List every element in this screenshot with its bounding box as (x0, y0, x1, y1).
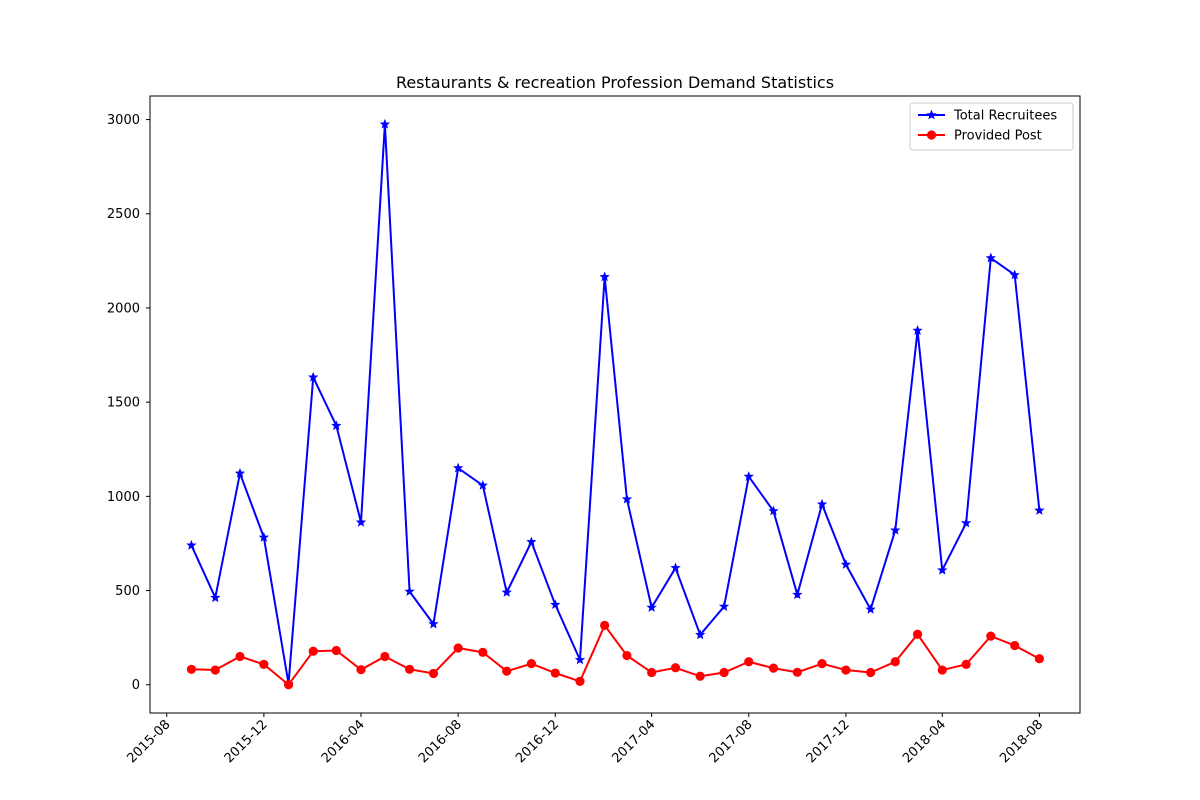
data-point-circle (841, 665, 851, 675)
data-point-star (477, 480, 488, 490)
y-tick-label: 1000 (107, 490, 140, 505)
data-point-circle (283, 680, 294, 690)
data-point-circle (647, 667, 657, 678)
plot-area (186, 118, 1045, 690)
data-point-circle (670, 663, 681, 673)
data-point-star (718, 601, 730, 611)
data-point-circle (453, 643, 463, 653)
data-point-circle (792, 667, 802, 677)
series-line (190, 124, 1041, 684)
data-point-circle (719, 667, 729, 678)
data-point-circle (768, 663, 779, 673)
data-point-star (550, 599, 561, 610)
data-point-star (792, 589, 803, 600)
axes-frame (149, 95, 1081, 714)
data-point-star (599, 271, 610, 282)
data-point-star (404, 586, 415, 596)
data-point-star (912, 325, 923, 335)
data-point-circle (404, 664, 415, 674)
data-point-star (937, 564, 948, 575)
data-point-circle (526, 659, 536, 669)
data-point-star (621, 493, 633, 504)
data-point-circle (331, 645, 341, 656)
data-point-star (865, 603, 876, 614)
data-point-circle (210, 665, 220, 675)
data-point-circle (502, 666, 512, 676)
data-point-star (526, 536, 537, 547)
data-point-star (428, 618, 439, 629)
data-point-circle (1010, 640, 1020, 651)
series-total-recruitees (186, 118, 1045, 689)
data-point-circle (380, 651, 390, 662)
series-provided-post (186, 620, 1044, 690)
legend-star-icon (926, 109, 937, 120)
data-point-circle (1034, 654, 1044, 664)
data-point-star (743, 471, 754, 481)
data-point-star (452, 462, 464, 473)
data-point-circle (986, 631, 996, 641)
data-point-star (258, 531, 270, 542)
data-point-star (816, 498, 828, 509)
data-point-star (210, 592, 221, 603)
y-tick-label: 3000 (107, 113, 140, 128)
data-point-star (308, 371, 319, 382)
y-tick-label: 2500 (107, 207, 140, 222)
data-point-star (501, 587, 512, 597)
data-point-star (1009, 269, 1020, 280)
legend-box (909, 102, 1074, 151)
data-point-circle (817, 659, 827, 669)
legend-label: Total Recruitees (953, 109, 1057, 124)
y-tick-label: 500 (115, 584, 140, 599)
data-point-star (379, 118, 391, 129)
data-point-star (840, 559, 852, 569)
chart-title: Restaurants & recreation Profession Dema… (396, 73, 834, 92)
legend-label: Provided Post (954, 129, 1042, 144)
data-point-circle (600, 620, 610, 630)
data-point-star (768, 505, 779, 516)
data-point-star (186, 539, 197, 550)
series-layer (186, 118, 1045, 690)
data-point-circle (937, 665, 947, 675)
data-point-star (960, 517, 972, 528)
data-point-circle (308, 646, 318, 656)
data-point-star (695, 629, 706, 640)
data-point-circle (695, 671, 705, 681)
y-tick-label: 1500 (107, 396, 140, 411)
legend-circle-icon (926, 130, 937, 140)
data-point-circle (865, 667, 876, 678)
data-point-star (985, 252, 996, 263)
data-point-circle (186, 664, 197, 674)
data-point-star (646, 602, 657, 612)
data-point-circle (890, 657, 900, 667)
data-point-star (890, 524, 901, 535)
data-point-circle (428, 668, 439, 679)
data-point-circle (259, 659, 269, 669)
data-point-circle (550, 668, 560, 678)
data-point-circle (622, 650, 632, 661)
data-point-star (1034, 505, 1045, 515)
y-tick-label: 0 (132, 678, 140, 693)
y-tick-label: 2000 (107, 301, 140, 316)
data-point-circle (575, 676, 585, 686)
data-point-star (234, 467, 246, 478)
data-point-circle (912, 629, 923, 639)
data-point-circle (235, 651, 245, 662)
data-point-star (670, 562, 681, 573)
data-point-circle (961, 659, 971, 669)
data-point-circle (744, 657, 754, 667)
data-point-star (574, 654, 586, 665)
legend: Total Recruitees Provided Post (909, 102, 1074, 151)
data-point-circle (478, 647, 488, 657)
data-point-circle (356, 665, 366, 675)
data-point-star (355, 516, 367, 527)
data-point-star (331, 420, 342, 431)
